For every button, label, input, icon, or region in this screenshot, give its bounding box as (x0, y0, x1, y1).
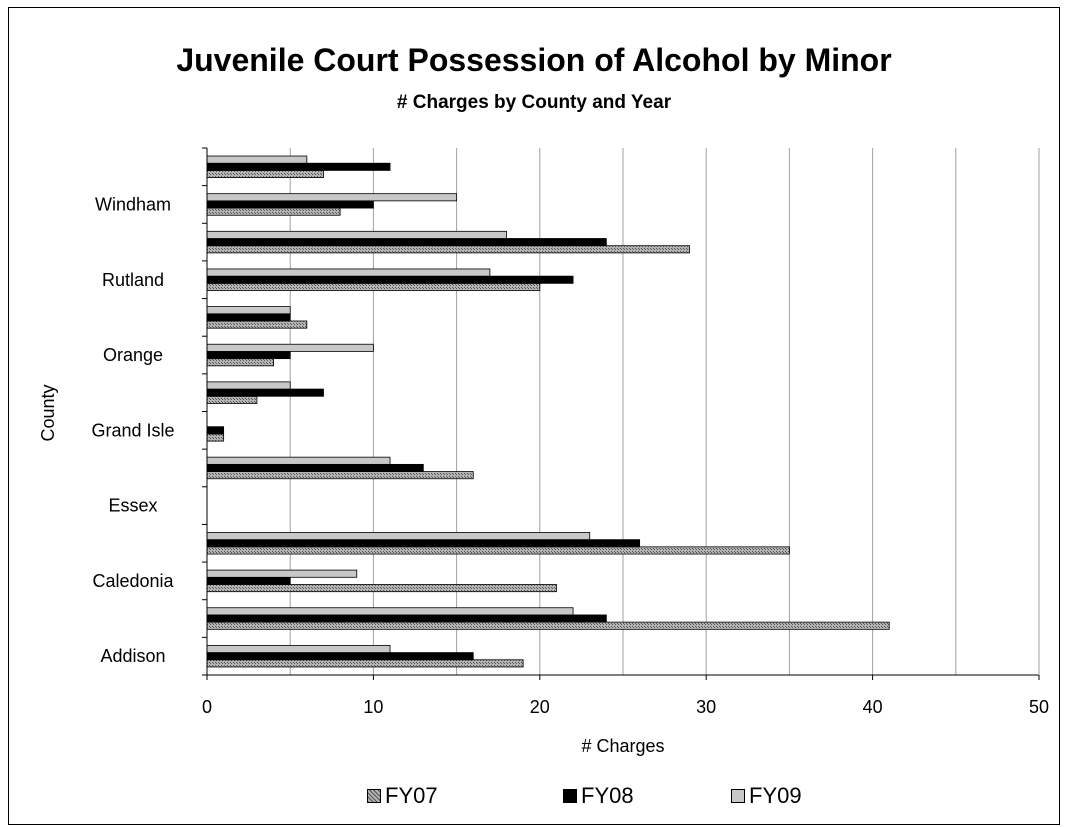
bar-fy08-7 (206, 388, 324, 397)
legend-label: FY09 (749, 783, 802, 808)
legend-swatch (367, 789, 381, 803)
bar-fy07-7 (206, 395, 258, 404)
legend-label: FY08 (581, 783, 634, 808)
category-labels: Addison Caledonia Essex Grand Isle Orange Rut… (91, 194, 174, 666)
bar-fy08-13 (206, 162, 391, 171)
bar-fy09-11 (206, 230, 507, 239)
bar-fy08-12 (206, 200, 374, 209)
bar-fy07-10 (206, 282, 541, 291)
bar-fy08-8 (206, 351, 291, 360)
category-label: Caledonia (92, 571, 174, 591)
legend-item-fy07: FY07 (367, 783, 438, 809)
bar-fy08-1 (206, 614, 607, 623)
bar-fy09-9 (206, 306, 291, 315)
tick-labels: 0 10 20 30 40 50 (202, 697, 1049, 717)
bar-fy07-5 (206, 471, 474, 480)
bar-fy07-0 (206, 659, 524, 668)
bar-fy07-8 (206, 358, 274, 367)
category-label: Orange (103, 345, 163, 365)
legend-item-fy08: FY08 (563, 783, 634, 809)
bar-fy07-12 (206, 207, 341, 216)
legend-label: FY07 (385, 783, 438, 808)
bar-fy08-5 (206, 463, 424, 472)
bar-fy09-1 (206, 607, 574, 616)
bar-fy09-10 (206, 268, 491, 277)
legend-item-fy09: FY09 (731, 783, 802, 809)
bar-fy09-13 (206, 155, 308, 164)
x-tick-label: 20 (530, 697, 550, 717)
chart-title: Juvenile Court Possession of Alcohol by … (176, 42, 892, 78)
x-tick-label: 30 (696, 697, 716, 717)
bar-fy07-3 (206, 546, 790, 555)
bar-fy09-2 (206, 569, 358, 578)
bar-fy09-3 (206, 532, 591, 541)
x-tick-label: 50 (1029, 697, 1049, 717)
y-axis-label: County (38, 384, 58, 441)
bar-fy08-11 (206, 238, 607, 247)
bar-fy08-3 (206, 539, 641, 548)
bar-fy07-9 (206, 320, 308, 329)
bar-fy09-8 (206, 343, 374, 352)
x-tick-label: 40 (863, 697, 883, 717)
category-label: Windham (95, 194, 171, 214)
bar-fy07-6 (206, 433, 225, 442)
axes (202, 147, 1040, 680)
category-label: Addison (100, 646, 165, 666)
legend-swatch (563, 789, 577, 803)
bars (206, 155, 890, 668)
bar-fy07-2 (206, 584, 557, 593)
chart-subtitle: # Charges by County and Year (396, 92, 672, 113)
bar-fy09-0 (206, 644, 391, 653)
x-tick-label: 0 (202, 697, 212, 717)
bar-fy08-10 (206, 275, 574, 284)
chart-frame (8, 7, 1060, 825)
bar-fy07-13 (206, 170, 324, 179)
bar-fy08-2 (206, 576, 291, 585)
bar-fy09-5 (206, 456, 391, 465)
category-label: Essex (108, 496, 157, 516)
bar-fy09-12 (206, 193, 458, 202)
bar-fy07-1 (206, 621, 890, 630)
bar-fy08-0 (206, 652, 474, 661)
legend: FY07 FY08 FY09 (0, 783, 1068, 813)
bar-fy07-11 (206, 245, 690, 254)
bar-fy09-7 (206, 381, 291, 390)
category-label: Grand Isle (91, 420, 174, 440)
bar-fy08-6 (206, 426, 225, 435)
bar-fy08-9 (206, 313, 291, 322)
category-label: Rutland (102, 270, 164, 290)
x-axis-label: # Charges (581, 736, 664, 756)
legend-swatch (731, 789, 745, 803)
gridlines (289, 148, 1040, 675)
x-tick-label: 10 (363, 697, 383, 717)
